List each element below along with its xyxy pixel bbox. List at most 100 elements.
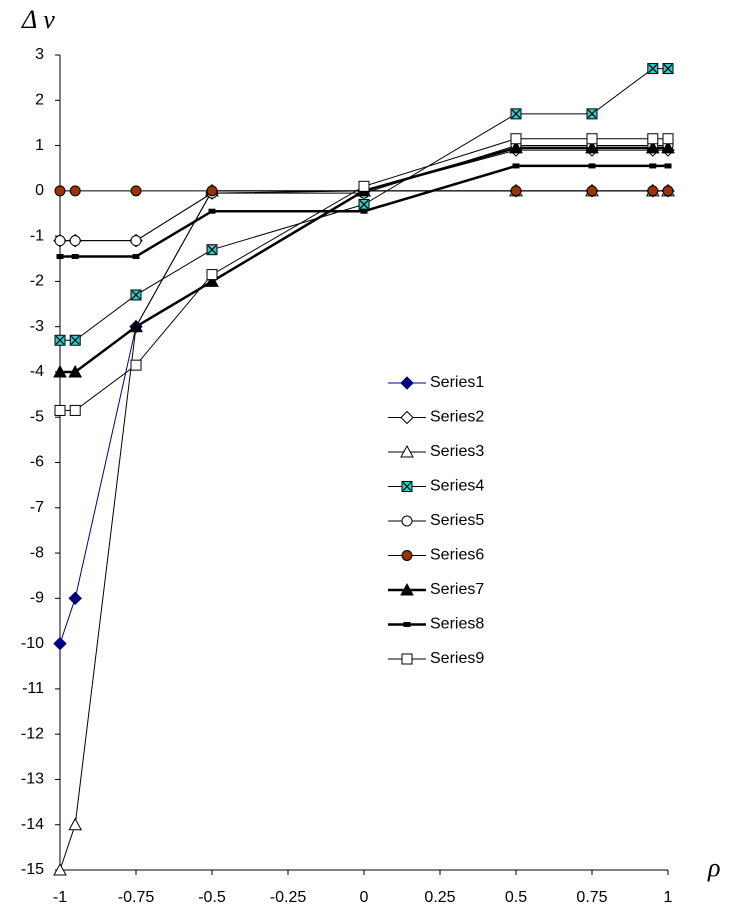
marker [401,550,413,561]
x-tick-label: -0.5 [198,889,226,906]
series-line [59,190,668,644]
y-tick-label: -9 [30,590,44,607]
y-tick-label: -14 [21,816,44,833]
y-tick-label: 0 [35,182,44,199]
y-tick-label: -11 [22,680,44,697]
x-tick-label: -0.25 [270,889,307,906]
marker [206,185,218,197]
marker [586,185,598,197]
marker-cross [131,290,141,300]
y-tick-label: -4 [30,363,44,380]
y-tick-label: -3 [30,318,44,335]
marker [586,133,598,145]
marker [510,108,522,120]
marker [69,185,81,197]
marker [664,163,672,169]
marker [400,582,414,596]
marker [206,244,218,256]
legend-label: Series6 [430,547,484,564]
marker [510,185,522,197]
x-tick-label: -1 [53,889,67,906]
marker [512,163,520,169]
y-tick-label: -8 [30,544,44,561]
marker [54,235,66,247]
marker-cross [402,482,412,491]
y-tick-label: -6 [30,454,44,471]
legend-label: Series3 [430,443,484,460]
x-tick-label: 0.25 [424,889,455,906]
y-tick-label: -15 [21,861,44,878]
y-tick-label: -10 [21,635,44,652]
marker [647,133,659,145]
marker [649,163,657,169]
series-line [60,138,668,411]
marker-cross [648,64,658,74]
marker-cross [207,245,217,255]
marker [647,185,659,197]
marker [53,364,67,378]
marker [130,235,142,247]
marker [71,253,79,259]
marker [647,63,659,75]
marker [54,404,66,416]
marker [403,622,411,627]
legend-label: Series1 [430,374,484,391]
y-tick-label: -13 [21,771,44,788]
marker [56,253,64,259]
legend-label: Series5 [430,512,484,529]
x-axis-title: ρ [707,853,720,882]
marker [68,591,82,606]
marker [586,108,598,120]
marker-cross [663,64,673,74]
series-line [59,190,668,871]
marker [358,180,370,192]
marker [129,319,143,333]
marker [69,334,81,346]
marker [54,185,66,197]
y-tick-label: 1 [35,137,44,154]
marker [662,133,674,145]
marker [588,163,596,169]
marker [53,636,67,651]
marker-cross [359,199,369,209]
marker [208,208,216,214]
marker [400,410,414,425]
legend-label: Series7 [430,581,484,598]
marker [130,185,142,197]
marker-cross [587,109,597,119]
legend-label: Series8 [430,616,484,633]
marker [130,359,142,371]
y-axis-title: Δ ν [21,5,55,34]
legend-label: Series9 [430,650,484,667]
y-tick-label: -5 [30,408,44,425]
marker [358,198,370,210]
y-tick-label: -7 [30,499,44,516]
marker [400,376,414,390]
marker [661,140,675,154]
y-tick-label: -1 [30,227,44,244]
marker [69,404,81,416]
marker [510,133,522,145]
marker-cross [70,335,80,345]
marker [360,208,368,214]
y-tick-label: 3 [35,46,44,63]
marker [132,253,140,259]
marker [400,444,414,458]
marker [53,862,67,876]
marker [401,653,413,665]
marker-cross [55,335,65,345]
marker [205,274,219,287]
marker [68,364,83,378]
marker [509,140,523,154]
y-tick-label: -12 [21,725,44,742]
marker [401,481,413,492]
marker [69,235,81,247]
x-tick-label: -0.75 [118,889,155,906]
x-tick-label: 0.75 [576,889,607,906]
marker [206,269,218,281]
marker [585,140,599,154]
x-tick-label: 0.5 [505,889,527,906]
legend-label: Series2 [430,409,484,426]
